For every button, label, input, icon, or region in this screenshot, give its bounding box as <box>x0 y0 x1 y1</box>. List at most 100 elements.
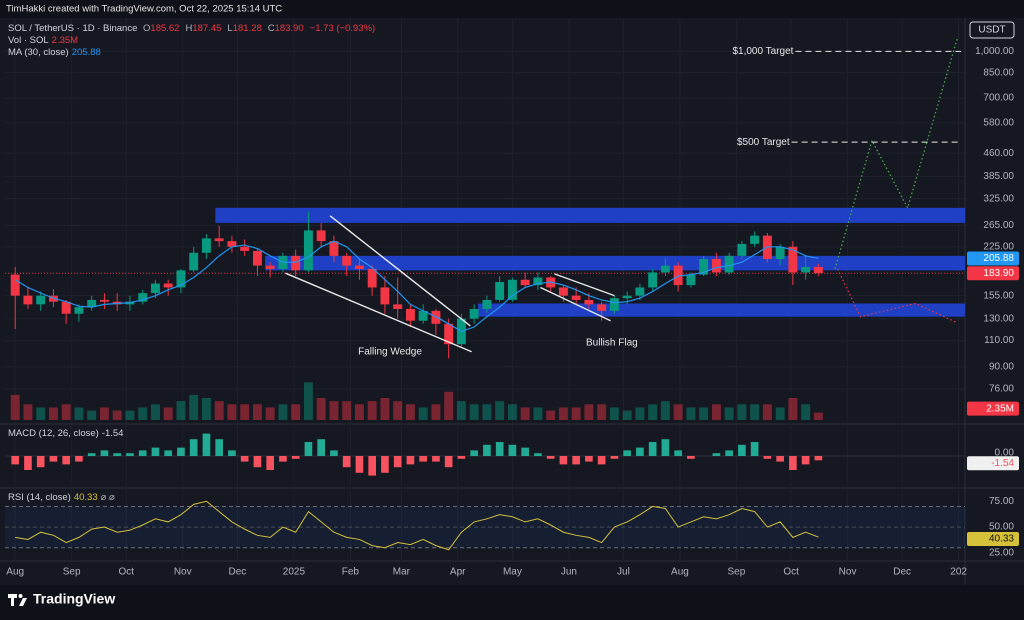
volume-bar <box>74 407 84 420</box>
candle-body <box>737 243 747 256</box>
candle-body <box>36 295 46 305</box>
volume-bar <box>635 407 645 420</box>
macd-bar <box>87 453 96 456</box>
logo <box>8 594 27 606</box>
macd-last-text: -1.54 <box>991 458 1014 469</box>
y-tick-label: 580.00 <box>983 117 1014 128</box>
volume-bar <box>240 404 250 420</box>
volume-legend: Vol · SOL 2.35M <box>8 35 81 46</box>
macd-bar <box>215 439 224 456</box>
candle-body <box>558 287 568 296</box>
macd-bar <box>801 456 810 465</box>
rsi-legend: RSI (14, close) 40.33 ⌀ ⌀ <box>8 492 118 503</box>
macd-bar <box>776 456 784 462</box>
candle-body <box>444 323 454 345</box>
volume-bar <box>737 404 747 420</box>
volume-bar <box>686 407 696 420</box>
candle-body <box>711 259 721 273</box>
macd-bar <box>636 447 644 456</box>
macd-bar <box>24 456 32 470</box>
volume-bar <box>571 407 581 420</box>
macd-bar <box>814 456 823 461</box>
macd-bar <box>597 456 606 465</box>
plot: Falling Wedge Bullish Flag $1,000 Target $5… <box>5 38 965 551</box>
volume-bar <box>227 404 237 420</box>
volume-bar <box>125 410 135 420</box>
macd-bar <box>189 439 198 456</box>
quote-key: H <box>185 23 193 34</box>
volume-bar <box>329 401 339 420</box>
volume-bar <box>252 404 262 420</box>
x-tick-label: Jul <box>617 567 630 578</box>
x-tick-label: Oct <box>118 567 134 578</box>
x-tick-label: Dec <box>893 567 911 578</box>
macd-bar <box>623 450 631 456</box>
macd-bar <box>393 456 402 468</box>
candle-body <box>189 252 199 271</box>
zone <box>477 303 965 317</box>
macd-bar <box>406 456 415 465</box>
candle-body <box>240 246 250 251</box>
candle-body <box>176 270 186 288</box>
volume-bar <box>813 412 823 420</box>
macd-label: MACD (12, 26, close) <box>8 428 99 439</box>
y-tick-label: 325.00 <box>983 193 1014 204</box>
macd-bar <box>75 456 83 462</box>
y-tick-label: 90.00 <box>989 362 1014 373</box>
volume-bar <box>533 407 543 420</box>
candle-body <box>150 283 160 294</box>
candle-body <box>788 246 798 273</box>
volume-bar <box>469 404 479 420</box>
volume-bar <box>278 404 288 420</box>
volume-bar <box>495 401 505 420</box>
candle-body <box>252 250 262 266</box>
macd-bar <box>610 456 619 459</box>
macd-bar <box>202 433 211 456</box>
ma-legend: MA (30, close) 205.88 <box>8 47 104 58</box>
candle-body <box>584 299 594 305</box>
x-tick-label: Sep <box>63 567 81 578</box>
volume-bar <box>609 407 619 420</box>
macd-bar <box>304 442 313 456</box>
candle-body <box>750 235 760 244</box>
macd-bar <box>750 442 759 456</box>
candle-body <box>686 274 696 286</box>
macd-bar <box>559 456 568 465</box>
macd-bar <box>674 450 682 456</box>
x-tick-label: Feb <box>342 567 360 578</box>
macd-bar <box>508 444 517 456</box>
macd-bar <box>725 450 733 456</box>
y-tick-label: 50.00 <box>989 522 1014 533</box>
candle-body <box>316 230 326 242</box>
candle-body <box>724 255 734 273</box>
y-tick-label: 130.00 <box>983 313 1014 324</box>
candle-body <box>23 295 33 305</box>
y-tick-label: 1,000.00 <box>975 46 1014 57</box>
volume-bar <box>597 404 607 420</box>
y-tick-label: 385.00 <box>983 171 1014 182</box>
macd-bar <box>100 450 109 456</box>
candle-body <box>495 282 505 300</box>
candle-body <box>214 238 224 242</box>
candle-body <box>138 293 148 302</box>
candle-body <box>265 265 275 269</box>
macd-bar <box>279 456 287 462</box>
credit: TimHakki created with TradingView.com, O… <box>6 4 282 15</box>
volume-bar <box>138 407 148 420</box>
ma-value: 205.88 <box>71 47 101 58</box>
candle-body <box>74 307 84 314</box>
macd-bar <box>457 456 466 459</box>
volume-bar <box>380 398 390 420</box>
candle-body <box>660 265 670 273</box>
candle-body <box>673 265 683 286</box>
volume-bar <box>405 404 415 420</box>
x-tick-label: May <box>503 567 522 578</box>
quote-value: 183.90 <box>274 23 304 34</box>
volume-bar <box>316 398 326 420</box>
volume-bar <box>648 404 658 420</box>
volume-bar <box>558 407 568 420</box>
candle-body <box>418 310 428 321</box>
y-tick-label: 850.00 <box>983 67 1014 78</box>
rsi-label: RSI (14, close) <box>8 492 71 503</box>
